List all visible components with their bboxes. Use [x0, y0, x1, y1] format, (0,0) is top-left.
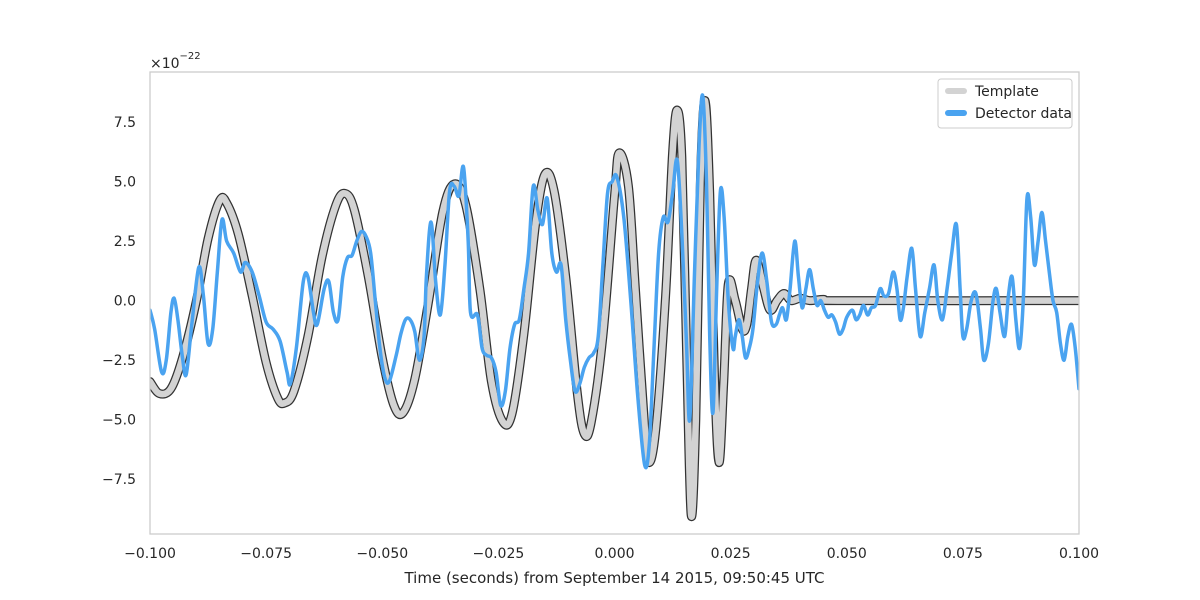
x-tick-label: 0.025: [711, 546, 751, 562]
x-tick-label: 0.100: [1059, 546, 1099, 562]
x-tick-label: −0.025: [472, 546, 524, 562]
x-tick-labels: −0.100 −0.075 −0.050 −0.025 0.000 0.025 0.050 0…: [124, 546, 1099, 562]
legend-box: [937, 78, 1073, 129]
y-tick-label: 7.5: [114, 115, 136, 131]
x-tick-label: 0.075: [943, 546, 983, 562]
plot-frame: [149, 71, 1080, 535]
y-tick-label: −7.5: [102, 472, 136, 488]
x-tick-label: −0.100: [124, 546, 176, 562]
series-layer: [150, 93, 1079, 522]
x-axis-title: Time (seconds) from September 14 2015, 0…: [403, 569, 824, 587]
y-offset-label: ×10−22: [150, 51, 201, 72]
y-tick-label: 2.5: [114, 234, 136, 250]
legend-label-detector-data: Detector data: [975, 106, 1072, 122]
x-tick-label: −0.075: [240, 546, 292, 562]
offset-exponent: −22: [180, 51, 201, 62]
y-tick-label: 5.0: [114, 175, 136, 191]
x-tick-label: −0.050: [356, 546, 408, 562]
y-tick-label: 0.0: [114, 294, 136, 310]
x-tick-label: 0.050: [827, 546, 867, 562]
offset-multiplier: ×10: [150, 56, 180, 72]
y-tick-label: −2.5: [102, 353, 136, 369]
legend-label-template: Template: [974, 84, 1039, 100]
x-tick-label: 0.000: [594, 546, 634, 562]
series-line-detector-data: [150, 93, 1079, 470]
legend: Template Detector data: [937, 78, 1073, 129]
y-tick-labels: −7.5 −5.0 −2.5 0.0 2.5 5.0 7.5: [102, 115, 136, 488]
y-tick-label: −5.0: [102, 413, 136, 429]
